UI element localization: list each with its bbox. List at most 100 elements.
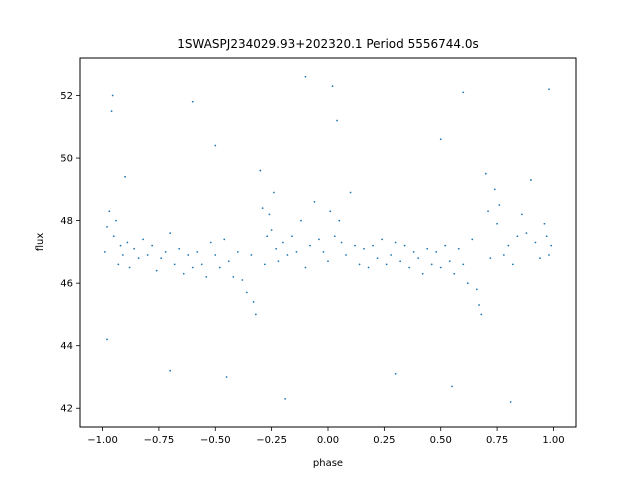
data-point [178, 247, 181, 250]
data-point [137, 257, 140, 260]
data-point [275, 247, 278, 250]
data-point [493, 188, 496, 191]
data-point [115, 219, 117, 222]
data-point [516, 235, 519, 238]
x-tick-label: 0.25 [373, 435, 395, 446]
x-tick-label: −0.25 [256, 435, 287, 446]
data-point [146, 254, 149, 256]
data-point [478, 304, 480, 306]
data-point [133, 247, 136, 250]
data-point [462, 91, 465, 94]
data-point [286, 254, 289, 256]
data-point [548, 88, 550, 91]
data-point [444, 244, 447, 247]
data-point [128, 266, 131, 269]
x-tick-label: 0.50 [430, 435, 452, 446]
data-point [372, 244, 374, 247]
data-point [223, 238, 226, 241]
data-point [550, 244, 553, 247]
data-point [218, 266, 221, 269]
data-point [241, 279, 244, 281]
data-point [394, 241, 397, 244]
x-tick-label: −0.50 [200, 435, 231, 446]
data-point [331, 85, 334, 88]
data-point [539, 257, 541, 260]
data-point [214, 144, 217, 147]
data-point [205, 276, 208, 278]
data-point [408, 266, 411, 269]
data-point [385, 263, 388, 266]
data-point [151, 244, 154, 247]
data-point [394, 372, 397, 375]
data-point [435, 250, 438, 253]
data-point [336, 119, 338, 122]
data-point [191, 100, 194, 103]
y-axis-ticks: 42 44 46 48 50 52 [60, 91, 80, 415]
data-point [502, 254, 505, 256]
data-point [498, 204, 501, 206]
data-point [327, 260, 329, 263]
data-point [439, 138, 442, 141]
data-point [108, 210, 111, 213]
data-point [268, 213, 271, 216]
data-point [412, 250, 415, 253]
data-point [142, 238, 145, 241]
data-point [284, 397, 287, 400]
data-point [266, 235, 269, 238]
y-tick-label: 42 [60, 404, 73, 415]
data-point [106, 225, 108, 228]
data-point [457, 247, 460, 250]
data-point [270, 229, 273, 231]
data-point [525, 232, 528, 235]
data-point [421, 272, 424, 275]
data-point [520, 213, 523, 216]
data-point [291, 235, 293, 238]
x-tick-label: −0.75 [144, 435, 175, 446]
data-point [214, 254, 217, 256]
data-point [507, 244, 510, 247]
data-point [439, 266, 442, 269]
data-point [345, 254, 347, 256]
data-point [282, 241, 284, 244]
x-tick-label: 1.00 [542, 435, 564, 446]
data-point [182, 272, 185, 275]
data-point [318, 238, 320, 241]
data-point [451, 385, 453, 388]
data-point [124, 175, 126, 178]
y-tick-label: 52 [60, 91, 73, 102]
data-point [349, 191, 352, 194]
y-axis-label: flux [35, 233, 46, 252]
data-point [196, 250, 199, 253]
data-point [300, 219, 302, 222]
data-point [112, 235, 115, 238]
data-point [333, 235, 336, 238]
data-point [484, 172, 487, 175]
data-point [111, 94, 114, 97]
data-point [254, 313, 257, 316]
data-point [548, 254, 550, 256]
data-point [530, 179, 532, 181]
data-point [236, 250, 239, 253]
data-point [534, 241, 537, 244]
data-point [200, 263, 203, 266]
data-point [329, 210, 332, 213]
data-point [169, 369, 172, 372]
data-point [309, 244, 311, 247]
data-point [155, 269, 158, 272]
data-point [209, 241, 212, 244]
data-point [106, 338, 108, 341]
data-point [390, 254, 393, 256]
x-tick-label: 0.75 [486, 435, 508, 446]
data-point [261, 207, 264, 210]
x-tick-label: 0.00 [317, 435, 339, 446]
data-point [487, 210, 489, 213]
data-point [117, 263, 120, 266]
data-point [252, 301, 255, 303]
data-point [363, 247, 365, 250]
data-point [119, 244, 122, 247]
data-point [232, 276, 235, 278]
data-point [496, 222, 498, 225]
data-point [245, 291, 248, 294]
x-axis-label: phase [313, 458, 343, 469]
data-point [462, 263, 465, 266]
